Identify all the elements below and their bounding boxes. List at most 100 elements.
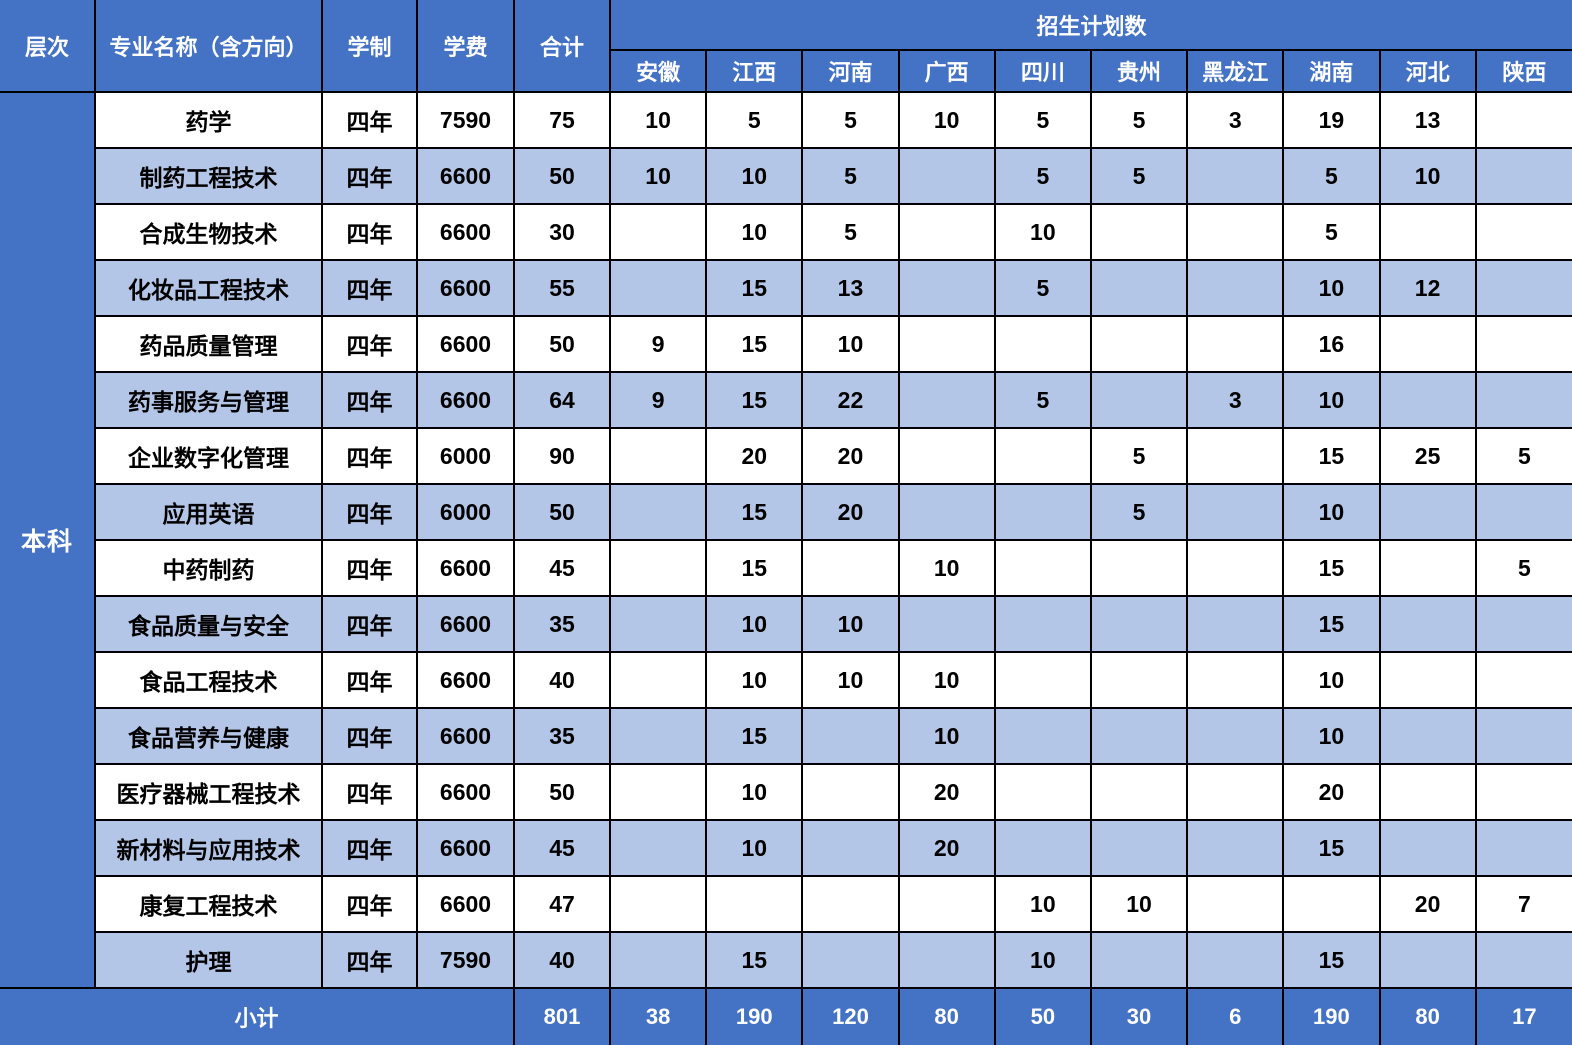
plan-cell: 15 (705, 371, 804, 429)
plan-cell: 5 (801, 203, 900, 261)
plan-cell: 15 (705, 483, 804, 541)
duration-cell: 四年 (321, 371, 418, 429)
table-row: 本科 药学 四年 7590 75 10 5 5 10 5 5 3 19 13 (0, 91, 1572, 989)
plan-cell: 10 (1378, 147, 1477, 205)
plan-cell (897, 427, 996, 485)
total-cell: 50 (513, 483, 611, 541)
total-cell: 47 (513, 875, 611, 933)
plan-cell: 10 (801, 315, 900, 373)
duration-cell: 四年 (321, 427, 418, 485)
plan-cell: 20 (1378, 875, 1477, 933)
plan-cell (1186, 315, 1285, 373)
plan-cell (993, 763, 1092, 821)
plan-cell: 5 (1282, 203, 1381, 261)
plan-cell (1089, 707, 1189, 765)
plan-cell: 10 (801, 595, 900, 653)
plan-cell (1474, 91, 1572, 149)
table-row: 护理 四年 7590 40 15 10 15 (0, 931, 1572, 989)
plan-cell (1378, 763, 1477, 821)
plan-cell: 15 (1282, 595, 1381, 653)
plan-cell: 13 (1378, 91, 1477, 149)
plan-cell: 10 (705, 651, 804, 709)
plan-cell: 10 (993, 875, 1092, 933)
plan-cell: 10 (705, 763, 804, 821)
plan-cell (1089, 651, 1189, 709)
plan-cell (1474, 595, 1572, 653)
duration-cell: 四年 (321, 483, 418, 541)
plan-cell (1474, 763, 1572, 821)
col-header-tuition: 学费 (416, 0, 515, 93)
plan-cell: 5 (993, 371, 1092, 429)
plan-cell (1186, 147, 1285, 205)
major-cell: 中药制药 (94, 539, 323, 597)
plan-cell (1089, 595, 1189, 653)
plan-cell (608, 763, 708, 821)
plan-cell (1378, 931, 1477, 989)
total-cell: 40 (513, 651, 611, 709)
plan-cell: 15 (1282, 819, 1381, 877)
plan-cell (993, 539, 1092, 597)
plan-cell (897, 203, 996, 261)
col-header-province-guizhou: 贵州 (1089, 49, 1189, 93)
duration-cell: 四年 (321, 539, 418, 597)
major-cell: 康复工程技术 (94, 875, 323, 933)
plan-cell (897, 371, 996, 429)
tuition-cell: 6600 (416, 875, 515, 933)
table-row: 食品质量与安全 四年 6600 35 10 10 15 (0, 595, 1572, 653)
subtotal-cell: 80 (897, 987, 996, 1045)
plan-cell (1089, 763, 1189, 821)
plan-cell (608, 539, 708, 597)
plan-cell (1089, 371, 1189, 429)
subtotal-row: 小计 801 38 190 120 80 50 30 6 190 80 17 (0, 987, 1572, 1045)
plan-cell: 15 (1282, 539, 1381, 597)
plan-cell: 20 (1282, 763, 1381, 821)
duration-cell: 四年 (321, 595, 418, 653)
tuition-cell: 6600 (416, 259, 515, 317)
duration-cell: 四年 (321, 259, 418, 317)
plan-cell (1186, 875, 1285, 933)
plan-cell: 19 (1282, 91, 1381, 149)
col-header-province-jiangxi: 江西 (705, 49, 804, 93)
col-header-province-hebei: 河北 (1378, 49, 1477, 93)
table-row: 药事服务与管理 四年 6600 64 9 15 22 5 3 10 (0, 371, 1572, 429)
tuition-cell: 6600 (416, 651, 515, 709)
plan-cell (993, 483, 1092, 541)
plan-cell: 25 (1378, 427, 1477, 485)
total-cell: 45 (513, 539, 611, 597)
major-cell: 食品营养与健康 (94, 707, 323, 765)
duration-cell: 四年 (321, 931, 418, 989)
plan-cell (1378, 371, 1477, 429)
total-cell: 45 (513, 819, 611, 877)
table-row: 新材料与应用技术 四年 6600 45 10 20 15 (0, 819, 1572, 877)
total-cell: 75 (513, 91, 611, 149)
plan-cell (993, 427, 1092, 485)
plan-cell (897, 483, 996, 541)
plan-cell (801, 539, 900, 597)
plan-cell (608, 875, 708, 933)
plan-cell: 10 (705, 819, 804, 877)
plan-cell (1186, 203, 1285, 261)
plan-cell (1474, 371, 1572, 429)
plan-cell (1089, 315, 1189, 373)
tuition-cell: 6600 (416, 539, 515, 597)
subtotal-total: 801 (513, 987, 611, 1045)
plan-cell (608, 819, 708, 877)
plan-cell (1282, 875, 1381, 933)
col-header-province-heilongjiang: 黑龙江 (1186, 49, 1285, 93)
duration-cell: 四年 (321, 651, 418, 709)
subtotal-cell: 17 (1474, 987, 1572, 1045)
plan-cell (1186, 595, 1285, 653)
tuition-cell: 7590 (416, 91, 515, 149)
plan-cell: 20 (705, 427, 804, 485)
duration-cell: 四年 (321, 147, 418, 205)
plan-cell (1474, 819, 1572, 877)
plan-cell (993, 651, 1092, 709)
total-cell: 50 (513, 763, 611, 821)
plan-cell: 10 (897, 651, 996, 709)
subtotal-cell: 120 (801, 987, 900, 1045)
major-cell: 合成生物技术 (94, 203, 323, 261)
plan-cell (1474, 147, 1572, 205)
plan-cell (1186, 483, 1285, 541)
plan-cell (1089, 819, 1189, 877)
